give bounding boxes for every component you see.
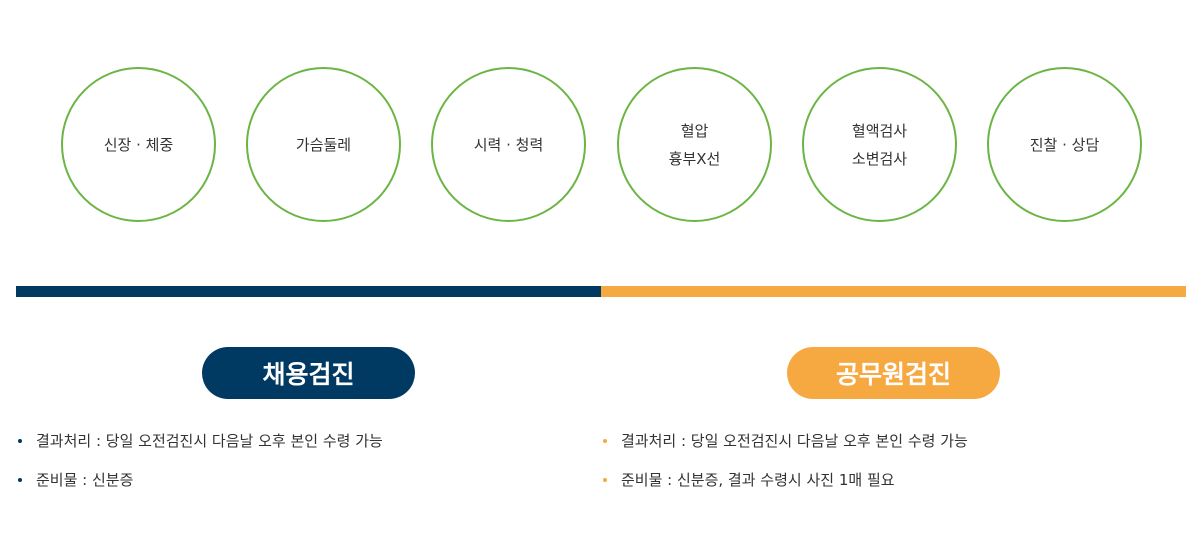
employment-divider (16, 286, 601, 297)
employment-notes: 결과처리 : 당일 오전검진시 다음날 오후 본인 수령 가능 준비물 : 신분… (18, 428, 383, 506)
bullet-icon (603, 478, 607, 482)
exam-item-label: 진찰 · 상담 (1029, 135, 1100, 154)
exam-item-label: 흉부X선 (668, 149, 721, 168)
exam-item-label: 혈액검사 (851, 121, 908, 140)
list-item: 결과처리 : 당일 오전검진시 다음날 오후 본인 수령 가능 (18, 428, 383, 467)
note-text: 결과처리 : 당일 오전검진시 다음날 오후 본인 수령 가능 (36, 432, 383, 450)
exam-item-label: 가슴둘레 (295, 135, 352, 154)
exam-item-chest: 가슴둘레 (246, 67, 401, 222)
exam-item-label: 소변검사 (851, 149, 908, 168)
exam-item-label: 혈압 (680, 121, 709, 140)
exam-item-label: 시력 · 청력 (473, 135, 544, 154)
note-text: 준비물 : 신분증, 결과 수령시 사진 1매 필요 (621, 471, 895, 489)
exam-item-label: 신장 · 체중 (103, 135, 174, 154)
note-text: 결과처리 : 당일 오전검진시 다음날 오후 본인 수령 가능 (621, 432, 968, 450)
bullet-icon (18, 439, 22, 443)
bullet-icon (603, 439, 607, 443)
list-item: 준비물 : 신분증 (18, 467, 383, 506)
list-item: 결과처리 : 당일 오전검진시 다음날 오후 본인 수령 가능 (603, 428, 968, 467)
note-text: 준비물 : 신분증 (36, 471, 134, 489)
exam-item-consultation: 진찰 · 상담 (987, 67, 1142, 222)
bullet-icon (18, 478, 22, 482)
exam-item-height-weight: 신장 · 체중 (61, 67, 216, 222)
exam-item-vision-hearing: 시력 · 청력 (431, 67, 586, 222)
employment-title: 채용검진 (202, 347, 415, 399)
civil-notes: 결과처리 : 당일 오전검진시 다음날 오후 본인 수령 가능 준비물 : 신분… (603, 428, 968, 506)
list-item: 준비물 : 신분증, 결과 수령시 사진 1매 필요 (603, 467, 968, 506)
civil-divider (601, 286, 1186, 297)
civil-title: 공무원검진 (787, 347, 1000, 399)
